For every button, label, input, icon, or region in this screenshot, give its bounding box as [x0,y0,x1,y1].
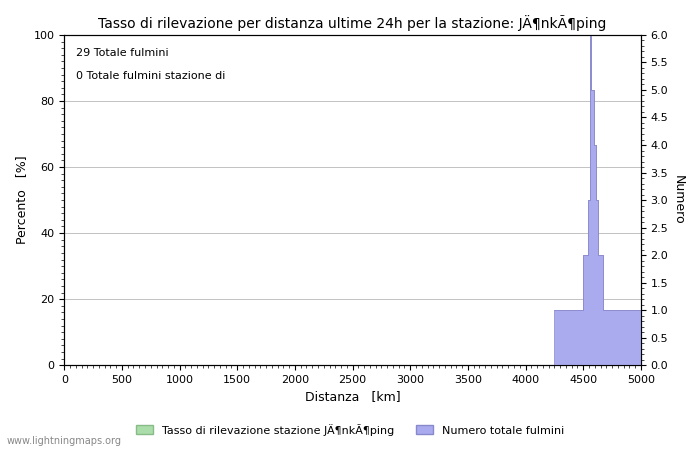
Text: www.lightningmaps.org: www.lightningmaps.org [7,436,122,446]
Y-axis label: Percento   [%]: Percento [%] [15,156,28,244]
Title: Tasso di rilevazione per distanza ultime 24h per la stazione: JÄ¶nkÃ¶ping: Tasso di rilevazione per distanza ultime… [99,15,607,31]
Legend: Tasso di rilevazione stazione JÄ¶nkÃ¶ping, Numero totale fulmini: Tasso di rilevazione stazione JÄ¶nkÃ¶pin… [132,419,568,440]
Text: 29 Totale fulmini: 29 Totale fulmini [76,48,169,58]
Y-axis label: Numero: Numero [672,175,685,225]
X-axis label: Distanza   [km]: Distanza [km] [304,391,400,404]
Text: 0 Totale fulmini stazione di: 0 Totale fulmini stazione di [76,71,225,81]
